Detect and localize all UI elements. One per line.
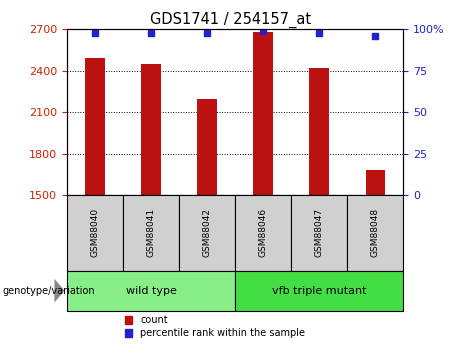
Bar: [197, 99, 217, 195]
Text: GSM88046: GSM88046: [259, 208, 268, 257]
Text: GDS1741 / 254157_at: GDS1741 / 254157_at: [150, 12, 311, 28]
Point: [315, 30, 323, 36]
Point: [260, 28, 267, 34]
Bar: [309, 68, 329, 195]
Bar: [254, 32, 273, 195]
Legend: count, percentile rank within the sample: count, percentile rank within the sample: [125, 315, 305, 338]
Text: GSM88048: GSM88048: [371, 208, 380, 257]
Polygon shape: [54, 279, 65, 303]
Text: genotype/variation: genotype/variation: [2, 286, 95, 296]
Text: GSM88042: GSM88042: [202, 208, 212, 257]
Bar: [85, 58, 105, 195]
Bar: [141, 64, 161, 195]
Text: GSM88047: GSM88047: [315, 208, 324, 257]
Point: [91, 30, 99, 36]
Text: vfb triple mutant: vfb triple mutant: [272, 286, 366, 296]
Text: GSM88040: GSM88040: [90, 208, 100, 257]
Point: [203, 30, 211, 36]
Text: GSM88041: GSM88041: [147, 208, 155, 257]
Point: [147, 30, 154, 36]
Text: wild type: wild type: [125, 286, 177, 296]
Bar: [366, 170, 385, 195]
Point: [372, 33, 379, 39]
